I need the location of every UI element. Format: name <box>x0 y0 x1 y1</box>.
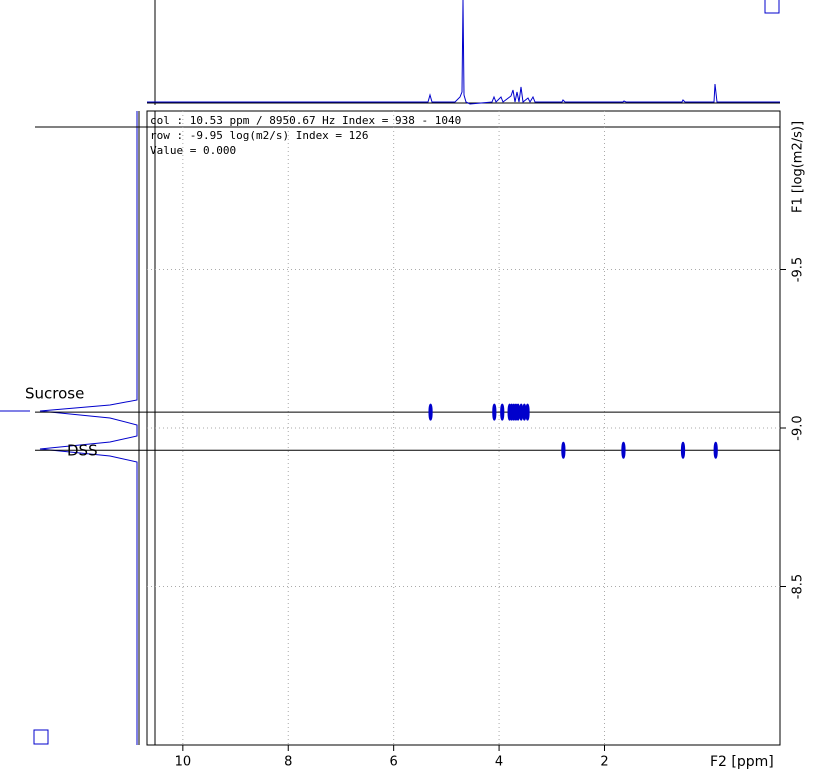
y-axis-label: F1 [log(m2/s)] <box>791 121 806 213</box>
top-projection <box>147 0 780 105</box>
series-label: DSS <box>67 442 98 460</box>
x-tick-label: 10 <box>175 755 192 770</box>
peak <box>500 403 505 421</box>
peak <box>525 403 530 421</box>
peak <box>713 441 718 459</box>
peak <box>561 441 566 459</box>
y-tick-label: -9.5 <box>791 257 806 282</box>
series-label: Sucrose <box>25 385 84 403</box>
peak <box>428 403 433 421</box>
x-tick-label: 2 <box>600 755 608 770</box>
left-projection <box>39 111 138 745</box>
cursor-info: col : 10.53 ppm / 8950.67 Hz Index = 938… <box>150 114 461 127</box>
y-tick-label: -9.0 <box>791 415 806 440</box>
cursor-info: Value = 0.000 <box>150 144 236 157</box>
x-tick-label: 8 <box>284 755 292 770</box>
y-tick-label: -8.5 <box>791 574 806 599</box>
corner-box <box>33 729 49 745</box>
peak <box>621 441 626 459</box>
x-tick-label: 6 <box>390 755 398 770</box>
x-tick-label: 4 <box>495 755 503 770</box>
cursor-info: row : -9.95 log(m2/s) Index = 126 <box>150 129 369 142</box>
x-axis-label: F2 [ppm] <box>710 754 774 770</box>
peak <box>492 403 497 421</box>
peak <box>680 441 686 459</box>
corner-box <box>764 0 780 14</box>
